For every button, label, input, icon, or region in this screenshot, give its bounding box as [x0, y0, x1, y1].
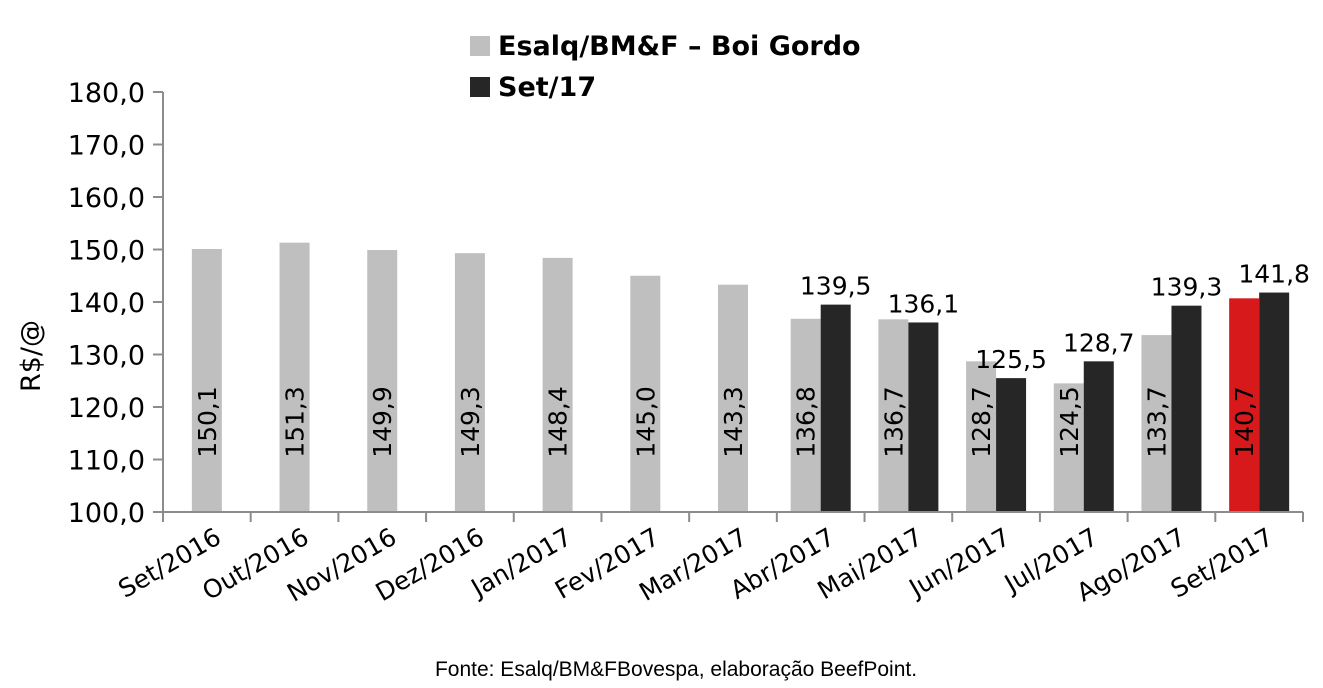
- data-label-esalq: 145,0: [631, 386, 660, 458]
- data-label-esalq: 128,7: [967, 386, 996, 458]
- data-label-esalq: 148,4: [544, 386, 573, 458]
- data-label-set17: 128,7: [1063, 328, 1135, 357]
- bar-esalq: [878, 319, 909, 512]
- y-axis-title: R$/@: [16, 320, 47, 392]
- bar-esalq: [191, 248, 222, 512]
- data-label-esalq: 151,3: [281, 386, 310, 458]
- bar-esalq: [1141, 335, 1172, 512]
- y-tick-label: 170,0: [68, 131, 145, 162]
- legend-label-esalq: Esalq/BM&F – Boi Gordo: [498, 31, 861, 62]
- data-label-set17: 136,1: [888, 289, 960, 318]
- data-label-esalq: 136,8: [792, 386, 821, 458]
- data-label-set17: 139,3: [1151, 273, 1223, 302]
- bar-esalq: [542, 257, 573, 512]
- y-tick-label: 110,0: [68, 446, 145, 477]
- bar-esalq: [367, 250, 398, 512]
- axes: [162, 92, 1303, 513]
- data-label-esalq: 143,3: [719, 386, 748, 458]
- y-tick-label: 120,0: [68, 393, 145, 424]
- bar-set17: [1171, 305, 1202, 512]
- bar-esalq: [630, 275, 661, 512]
- data-label-set17: 141,8: [1238, 260, 1310, 289]
- y-tick-label: 100,0: [68, 498, 145, 529]
- category-labels: Set/2016Out/2016Nov/2016Dez/2016Jan/2017…: [113, 512, 1304, 608]
- bar-esalq: [790, 318, 821, 512]
- y-ticks: 100,0 110,0 120,0 130,0 140,0 150,0 160,0 170,0…: [68, 78, 163, 529]
- data-label-esalq: 133,7: [1142, 386, 1171, 458]
- y-tick-label: 140,0: [68, 288, 145, 319]
- y-tick-label: 130,0: [68, 341, 145, 372]
- data-label-esalq: 140,7: [1230, 386, 1259, 458]
- legend: Esalq/BM&F – Boi Gordo Set/17: [470, 31, 861, 103]
- bar-esalq: [966, 361, 997, 512]
- legend-swatch-esalq: [470, 36, 490, 56]
- data-label-esalq: 136,7: [879, 386, 908, 458]
- source-note: Fonte: Esalq/BM&FBovespa, elaboração Bee…: [435, 658, 917, 681]
- bar-esalq: [1229, 298, 1260, 512]
- legend-swatch-set17: [470, 77, 490, 97]
- data-label-esalq: 150,1: [193, 386, 222, 458]
- data-label-set17: 125,5: [975, 345, 1047, 374]
- y-tick-label: 160,0: [68, 183, 145, 214]
- bar-esalq: [1053, 383, 1084, 512]
- y-tick-label: 180,0: [68, 78, 145, 109]
- bar-esalq: [279, 242, 310, 513]
- bar-set17: [996, 378, 1027, 512]
- bar-set17: [1259, 292, 1290, 512]
- data-label-esalq: 149,9: [368, 386, 397, 458]
- data-label-set17: 139,5: [800, 272, 872, 301]
- bars: [191, 242, 1290, 513]
- bar-set17: [1083, 361, 1114, 512]
- bar-esalq: [718, 284, 748, 512]
- bar-set17: [820, 304, 851, 512]
- bar-esalq: [454, 253, 485, 513]
- bar-set17: [908, 322, 939, 512]
- data-label-esalq: 124,5: [1055, 386, 1084, 458]
- y-tick-label: 150,0: [68, 236, 145, 267]
- legend-label-set17: Set/17: [498, 72, 596, 103]
- data-labels: 150,1 151,3 149,9 149,3 148,4 145,0 143,3 136,8…: [193, 260, 1310, 458]
- data-label-esalq: 149,3: [456, 386, 485, 458]
